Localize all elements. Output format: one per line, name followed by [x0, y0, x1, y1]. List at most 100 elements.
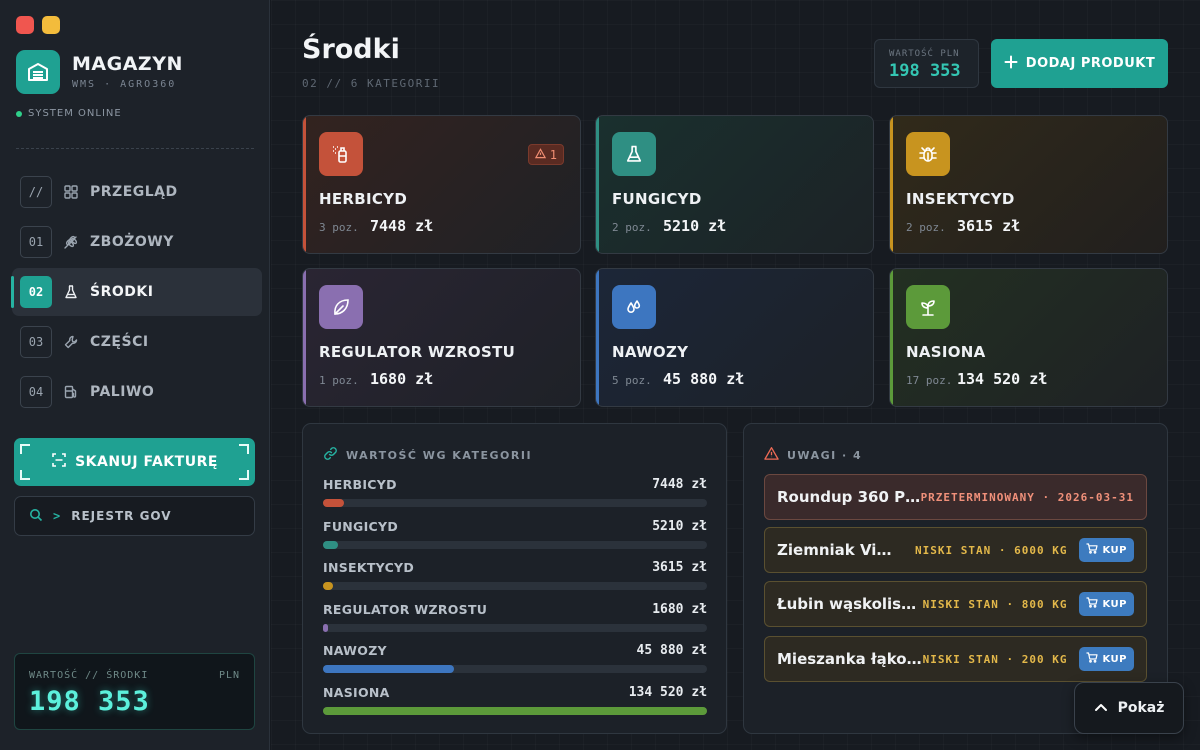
sidebar: MAGAZYN WMS · AGRO360 SYSTEM ONLINE // P… [0, 0, 270, 750]
category-value: 45 880 zł [663, 370, 745, 388]
grid-icon [62, 183, 80, 201]
gov-registry-button[interactable]: > REJESTR GOV [14, 496, 255, 536]
category-card-nasiona[interactable]: NASIONA 17 poz. 134 520 zł [889, 268, 1168, 407]
total-value-amount: 198 353 [889, 61, 961, 81]
spray-icon [319, 132, 363, 176]
nav-number: // [20, 176, 52, 208]
minimize-window-button[interactable] [42, 16, 60, 34]
sidebar-item-przeglad[interactable]: // PRZEGLĄD [12, 168, 262, 216]
category-name: NASIONA [906, 343, 986, 361]
system-status: SYSTEM ONLINE [16, 108, 122, 119]
nav-label: PALIWO [90, 384, 155, 400]
window-controls [16, 16, 60, 34]
category-count: 2 poz. [906, 221, 946, 234]
bar-label: NAWOZY [323, 643, 387, 658]
wrench-icon [62, 333, 80, 351]
category-value: 134 520 zł [957, 370, 1048, 388]
flask-icon [62, 283, 80, 301]
bar-label: NASIONA [323, 685, 390, 700]
buy-label: KUP [1102, 544, 1127, 556]
panel-title: UWAGI · 4 [787, 448, 863, 462]
bar-value: 3615 zł [652, 560, 707, 575]
buy-button[interactable]: KUP [1079, 647, 1134, 671]
warehouse-icon [16, 50, 60, 94]
panel-title: WARTOŚĆ WG KATEGORII [346, 448, 533, 462]
note-product-name: Łubin wąskolistny... [777, 595, 923, 613]
category-value-widget: WARTOŚĆ // ŚRODKI PLN 198 353 [14, 653, 255, 730]
note-status: PRZETERMINOWANY · 2026-03-31 [920, 490, 1134, 504]
note-item-low-stock[interactable]: Ziemniak Vineta NISKI STAN · 6000 KG KUP [764, 527, 1147, 573]
bar-track [323, 499, 707, 507]
scan-invoice-label: SKANUJ FAKTURĘ [75, 454, 218, 470]
bug-icon [906, 132, 950, 176]
note-product-name: Roundup 360 Plus [777, 488, 921, 506]
category-card-herbicyd[interactable]: 1 HERBICYD 3 poz. 7448 zł [302, 115, 581, 254]
bar-fill [323, 499, 345, 507]
category-count: 1 poz. [319, 374, 359, 387]
category-name: FUNGICYD [612, 190, 702, 208]
bar-track [323, 707, 707, 715]
bar-label: HERBICYD [323, 477, 397, 492]
category-count: 5 poz. [612, 374, 652, 387]
bar-fill [323, 541, 338, 549]
note-product-name: Ziemniak Vineta [777, 541, 901, 559]
category-value: 5210 zł [663, 217, 727, 235]
warning-count: 1 [549, 147, 557, 162]
bar-track [323, 582, 707, 590]
leaf-icon [319, 285, 363, 329]
divider [16, 148, 254, 149]
bar-track [323, 541, 707, 549]
cart-icon [1086, 652, 1099, 666]
category-card-nawozy[interactable]: NAWOZY 5 poz. 45 880 zł [595, 268, 874, 407]
page-title: Środki [302, 34, 400, 65]
category-card-fungicyd[interactable]: FUNGICYD 2 poz. 5210 zł [595, 115, 874, 254]
sidebar-item-czesci[interactable]: 03 CZĘŚCI [12, 318, 262, 366]
category-count: 3 poz. [319, 221, 359, 234]
bar-value: 134 520 zł [628, 685, 707, 700]
buy-label: KUP [1102, 598, 1127, 610]
category-card-regulator-wzrostu[interactable]: REGULATOR WZROSTU 1 poz. 1680 zł [302, 268, 581, 407]
status-dot-icon [16, 110, 22, 117]
note-product-name: Mieszanka łąkowa... [777, 650, 923, 668]
scan-icon [51, 452, 67, 472]
main-content: Środki 02 // 6 KATEGORII WARTOŚĆ PLN 198… [271, 0, 1200, 750]
category-name: HERBICYD [319, 190, 408, 208]
search-icon [29, 508, 43, 525]
sidebar-item-zbozowy[interactable]: 01 ZBOŻOWY [12, 218, 262, 266]
note-status: NISKI STAN · 800 KG [922, 597, 1068, 611]
scan-invoice-button[interactable]: SKANUJ FAKTURĘ [14, 438, 255, 486]
app-subtitle: WMS · AGRO360 [72, 79, 177, 90]
close-window-button[interactable] [16, 16, 34, 34]
bar-value: 1680 zł [652, 602, 707, 617]
value-widget-label: WARTOŚĆ // ŚRODKI [29, 670, 149, 681]
add-product-label: DODAJ PRODUKT [1025, 56, 1156, 71]
value-by-category-panel: WARTOŚĆ WG KATEGORII HERBICYD 7448 zł FU… [302, 423, 727, 734]
nav-label: ZBOŻOWY [90, 234, 174, 250]
category-count: 17 poz. [906, 374, 953, 387]
flask-icon [612, 132, 656, 176]
note-item-expired[interactable]: Roundup 360 Plus PRZETERMINOWANY · 2026-… [764, 474, 1147, 520]
add-product-button[interactable]: DODAJ PRODUKT [991, 39, 1168, 88]
warning-badge[interactable]: 1 [527, 144, 564, 165]
note-status: NISKI STAN · 6000 KG [915, 543, 1068, 557]
note-item-low-stock[interactable]: Mieszanka łąkowa... NISKI STAN · 200 KG … [764, 636, 1147, 682]
category-card-insektycyd[interactable]: INSEKTYCYD 2 poz. 3615 zł [889, 115, 1168, 254]
cart-icon [1086, 597, 1099, 611]
bar-label: REGULATOR WZROSTU [323, 602, 488, 617]
sidebar-item-srodki[interactable]: 02 ŚRODKI [11, 268, 262, 316]
bar-track [323, 665, 707, 673]
nav-number: 03 [20, 326, 52, 358]
note-item-low-stock[interactable]: Łubin wąskolistny... NISKI STAN · 800 KG… [764, 581, 1147, 627]
category-name: REGULATOR WZROSTU [319, 343, 516, 361]
page-subtitle: 02 // 6 KATEGORII [302, 77, 441, 90]
bar-value: 7448 zł [652, 477, 707, 492]
buy-button[interactable]: KUP [1079, 592, 1134, 616]
buy-button[interactable]: KUP [1079, 538, 1134, 562]
bar-fill [323, 665, 454, 673]
cart-icon [1086, 543, 1099, 557]
link-icon [323, 446, 338, 464]
category-value: 7448 zł [370, 217, 434, 235]
show-more-button[interactable]: Pokaż [1074, 682, 1184, 734]
sidebar-item-paliwo[interactable]: 04 PALIWO [12, 368, 262, 416]
status-text: SYSTEM ONLINE [28, 108, 122, 119]
